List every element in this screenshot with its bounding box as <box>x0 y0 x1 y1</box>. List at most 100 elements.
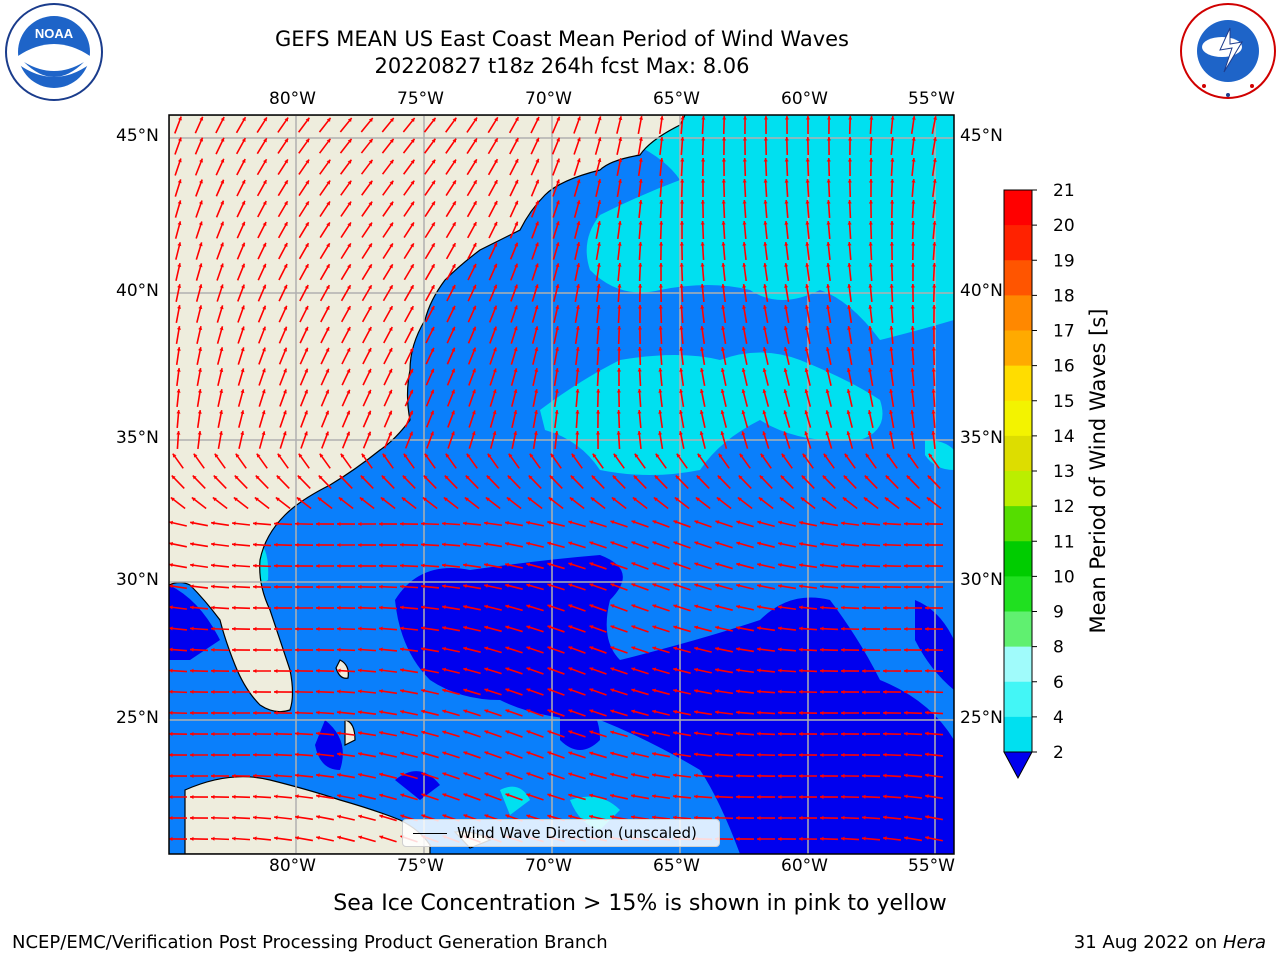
wave-direction-arrowhead <box>232 794 236 799</box>
wave-direction-arrowhead <box>326 117 331 122</box>
wave-direction-arrowhead <box>932 179 937 183</box>
wave-direction-arrowhead <box>799 710 803 715</box>
wave-direction-arrowhead <box>763 284 768 288</box>
wave-direction-arrowhead <box>904 689 908 694</box>
wave-direction-arrowhead <box>295 815 299 820</box>
wave-direction-arrowhead <box>485 497 490 502</box>
wave-direction-arrowhead <box>554 410 559 414</box>
wave-direction-arrowhead <box>493 263 498 268</box>
wave-direction-arrowhead <box>431 159 436 164</box>
wave-direction-arrowhead <box>757 583 761 588</box>
wave-direction-arrowhead <box>337 542 341 548</box>
wave-direction-arrowhead <box>253 584 257 589</box>
wave-direction-arrowhead <box>805 200 810 204</box>
wave-direction-arrowhead <box>610 520 615 525</box>
wave-direction-arrowhead <box>631 541 636 546</box>
wave-direction-arrowhead <box>232 689 236 695</box>
wave-direction-arrowhead <box>659 116 664 120</box>
wave-direction-arrowhead <box>347 201 352 206</box>
wave-direction-arrowhead <box>658 284 663 288</box>
wave-direction-arrowhead <box>616 389 621 393</box>
wave-direction-arrowhead <box>526 751 531 756</box>
wave-direction-arrowhead <box>596 242 601 246</box>
wave-direction-arrowhead <box>757 689 761 694</box>
chart-title: GEFS MEAN US East Coast Mean Period of W… <box>275 27 849 51</box>
wave-direction-arrowhead <box>889 305 894 309</box>
wave-direction-arrowhead <box>262 242 267 247</box>
wave-direction-arrowhead <box>841 647 845 652</box>
wave-direction-arrowhead <box>534 284 539 289</box>
wave-direction-arrowhead <box>514 138 519 143</box>
wave-direction-arrowhead <box>471 389 476 394</box>
wave-direction-arrowhead <box>253 668 257 674</box>
wave-direction-arrowhead <box>274 542 278 547</box>
wave-direction-arrowhead <box>638 158 643 162</box>
wave-direction-arrowhead <box>430 389 435 394</box>
wave-direction-arrowhead <box>421 563 425 568</box>
wave-direction-arrowhead <box>678 410 683 414</box>
wave-direction-arrowhead <box>526 541 531 546</box>
wave-direction-arrowhead <box>379 626 383 631</box>
wave-direction-arrowhead <box>199 158 203 163</box>
wave-direction-arrowhead <box>804 305 809 309</box>
wave-direction-arrowhead <box>742 242 747 246</box>
wave-direction-arrowhead <box>325 431 329 436</box>
wave-direction-arrowhead <box>400 814 405 819</box>
wave-direction-arrowhead <box>232 647 236 652</box>
wave-direction-arrowhead <box>513 326 518 331</box>
wave-direction-arrowhead <box>596 284 601 288</box>
wave-direction-arrowhead <box>484 604 489 609</box>
wave-direction-arrowhead <box>883 836 887 841</box>
wave-direction-arrowhead <box>431 117 436 122</box>
wave-direction-arrowhead <box>805 221 810 225</box>
wave-direction-arrowhead <box>778 731 782 736</box>
wave-direction-arrowhead <box>568 520 573 525</box>
wave-direction-arrowhead <box>211 752 215 758</box>
wave-direction-arrowhead <box>190 563 194 568</box>
wave-direction-arrowhead <box>555 221 560 226</box>
wave-direction-arrowhead <box>694 625 699 630</box>
wave-direction-arrowhead <box>347 222 351 227</box>
wave-direction-arrowhead <box>337 689 341 694</box>
wave-direction-arrowhead <box>932 242 937 246</box>
wave-direction-arrowhead <box>883 563 887 568</box>
wave-direction-arrowhead <box>409 410 414 415</box>
wave-direction-arrowhead <box>911 242 916 246</box>
wave-direction-arrowhead <box>534 368 539 373</box>
colorbar-cell <box>1004 471 1032 507</box>
wave-direction-arrowhead <box>784 284 789 288</box>
wave-direction-arrowhead <box>783 410 788 415</box>
wave-direction-arrowhead <box>318 475 323 480</box>
wave-direction-arrowhead <box>820 710 824 716</box>
wave-direction-arrowhead <box>514 221 519 226</box>
wave-direction-arrowhead <box>904 731 908 736</box>
wave-direction-arrowhead <box>473 180 477 185</box>
wave-direction-arrowhead <box>493 180 498 185</box>
wave-direction-arrowhead <box>232 626 236 631</box>
wave-direction-arrowhead <box>484 688 489 693</box>
wave-direction-arrowhead <box>190 710 194 715</box>
wave-direction-arrowhead <box>326 243 330 248</box>
wave-direction-arrowhead <box>359 497 364 502</box>
wave-direction-arrowhead <box>869 116 874 120</box>
wave-direction-arrowhead <box>444 475 449 480</box>
map-legend: Wind Wave Direction (unscaled) <box>402 819 720 847</box>
wave-direction-arrowhead <box>799 668 803 673</box>
wave-direction-arrowhead <box>337 605 341 610</box>
wave-direction-arrowhead <box>283 305 288 310</box>
wave-direction-arrowhead <box>526 604 531 609</box>
wave-direction-arrowhead <box>722 137 727 141</box>
wave-direction-arrowhead <box>778 752 782 757</box>
wave-direction-arrowhead <box>575 389 580 393</box>
wave-direction-arrowhead <box>241 200 246 205</box>
wave-direction-arrowhead <box>367 410 372 415</box>
colorbar-tick-label: 14 <box>1053 427 1075 447</box>
wave-direction-arrowhead <box>555 305 560 310</box>
wave-direction-arrowhead <box>253 815 257 820</box>
wave-direction-arrowhead <box>568 583 573 588</box>
wave-direction-arrowhead <box>337 731 341 736</box>
wave-direction-arrowhead <box>904 584 908 590</box>
wave-direction-arrowhead <box>889 410 894 414</box>
wave-direction-arrowhead <box>571 453 576 458</box>
wave-direction-arrowhead <box>380 497 385 502</box>
